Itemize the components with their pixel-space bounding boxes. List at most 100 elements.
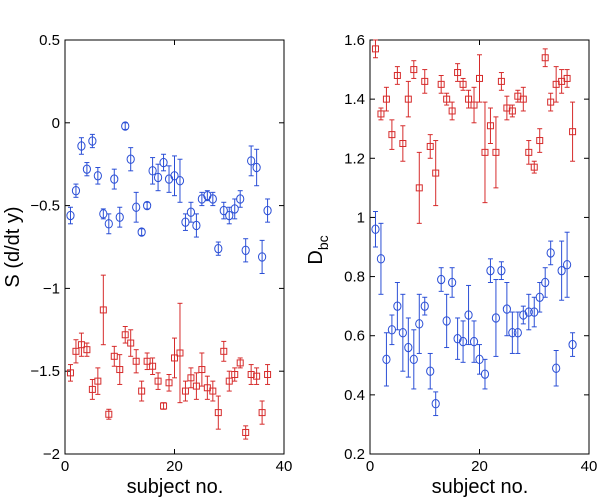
y-tick-label: 0.2: [344, 446, 365, 463]
marker-circle: [404, 342, 413, 353]
y-axis-label-right-subscript: bc: [315, 235, 331, 250]
data-point-blue-circle: [175, 158, 185, 203]
data-point-blue-circle: [568, 332, 577, 357]
marker-circle: [192, 220, 201, 231]
y-tick-label: −1.5: [30, 363, 60, 380]
data-point-red-square: [181, 380, 189, 402]
marker-circle: [208, 194, 217, 204]
data-point-red-square: [154, 372, 162, 390]
data-point-red-square: [459, 77, 467, 91]
marker-square: [181, 387, 189, 395]
y-tick-label: 1: [357, 209, 365, 226]
data-point-red-square: [492, 116, 500, 189]
y-tick-label: −2: [43, 446, 60, 463]
data-point-red-square: [242, 425, 250, 440]
marker-circle: [508, 328, 517, 338]
marker-circle: [437, 274, 446, 285]
marker-circle: [448, 277, 457, 288]
marker-circle: [263, 205, 272, 216]
marker-circle: [115, 212, 124, 222]
marker-square: [563, 74, 571, 82]
marker-square: [94, 377, 102, 385]
data-point-red-square: [421, 69, 429, 94]
data-point-blue-circle: [382, 332, 391, 387]
data-point-red-square: [481, 101, 489, 204]
marker-circle: [442, 316, 451, 326]
data-point-blue-circle: [132, 191, 141, 223]
data-point-blue-circle: [137, 227, 146, 237]
data-point-blue-circle: [431, 391, 440, 417]
marker-circle: [491, 313, 501, 323]
data-point-red-square: [132, 349, 140, 374]
data-point-red-square: [569, 101, 577, 162]
data-point-blue-circle: [186, 201, 196, 223]
marker-circle: [557, 265, 566, 276]
data-point-blue-circle: [524, 293, 533, 331]
data-point-red-square: [143, 352, 151, 371]
marker-circle: [376, 254, 386, 264]
data-point-blue-circle: [437, 267, 446, 292]
marker-circle: [143, 200, 152, 211]
data-point-red-square: [236, 357, 244, 369]
data-point-blue-circle: [214, 241, 223, 256]
y-ticks-left: −2 −1.5 −1 −0.5 0 0.5: [30, 32, 284, 463]
data-point-blue-circle: [143, 200, 152, 211]
data-point-red-square: [563, 69, 571, 88]
data-point-blue-circle: [486, 258, 495, 283]
data-point-red-square: [83, 342, 91, 357]
data-point-red-square: [470, 86, 478, 124]
marker-circle: [409, 354, 418, 365]
marker-circle: [148, 166, 157, 176]
marker-circle: [110, 174, 119, 184]
data-point-blue-circle: [115, 206, 124, 228]
data-point-blue-circle: [104, 213, 113, 235]
marker-square: [198, 366, 206, 374]
data-point-blue-circle: [530, 296, 539, 328]
y-axis-label-right: Dbc: [305, 235, 331, 264]
data-point-red-square: [105, 408, 113, 420]
data-point-red-square: [410, 60, 418, 79]
marker-circle: [415, 319, 424, 329]
marker-square: [388, 131, 396, 139]
data-point-red-square: [160, 402, 168, 410]
marker-circle: [398, 328, 407, 338]
data-point-red-square: [138, 380, 146, 402]
data-point-red-square: [88, 378, 96, 400]
marker-circle: [480, 369, 490, 379]
marker-square: [382, 95, 390, 103]
x-tick-label: 40: [276, 458, 293, 475]
data-point-red-square: [110, 345, 118, 367]
data-point-red-square: [225, 370, 233, 392]
data-point-blue-circle: [502, 281, 511, 337]
data-point-blue-circle: [393, 281, 402, 331]
data-point-blue-circle: [552, 350, 561, 387]
data-point-blue-circle: [197, 191, 206, 207]
data-point-blue-circle: [252, 148, 261, 187]
marks-right: [371, 39, 577, 417]
marker-square: [83, 346, 91, 354]
data-point-red-square: [214, 395, 222, 430]
marker-circle: [104, 219, 113, 229]
marker-square: [165, 379, 173, 387]
marker-square: [410, 66, 418, 74]
marker-circle: [541, 277, 550, 288]
marker-circle: [126, 154, 135, 164]
y-axis-label-left: S (d/dt y): [2, 206, 24, 287]
data-point-blue-circle: [93, 167, 102, 185]
y-tick-label: −0.5: [30, 198, 60, 215]
data-point-blue-circle: [241, 238, 250, 263]
marker-circle: [82, 164, 92, 174]
marker-square: [371, 45, 379, 53]
marker-circle: [241, 245, 250, 256]
marker-circle: [393, 301, 402, 311]
marker-square: [247, 371, 255, 379]
marker-square: [132, 357, 140, 365]
data-point-red-square: [198, 352, 206, 387]
marker-square: [525, 148, 533, 156]
marker-square: [209, 387, 217, 395]
data-point-blue-circle: [546, 240, 555, 266]
data-point-blue-circle: [219, 201, 228, 220]
data-point-blue-circle: [475, 344, 484, 375]
marker-square: [426, 142, 434, 150]
marker-circle: [453, 333, 462, 344]
